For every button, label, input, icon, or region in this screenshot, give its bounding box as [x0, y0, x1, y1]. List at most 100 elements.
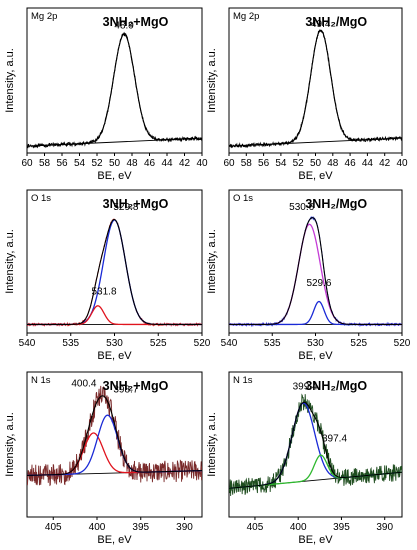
series-component [27, 305, 202, 326]
series-measured [27, 31, 202, 149]
y-axis-label: Intensity, a.u. [4, 229, 16, 294]
series-measured [229, 29, 402, 149]
peak-label: 399.4 [293, 381, 318, 392]
x-tick-label: 50 [310, 158, 322, 169]
series-fit [27, 218, 202, 325]
x-tick-label: 390 [376, 522, 393, 533]
panel-tag: O 1s [233, 193, 253, 204]
x-tick-label: 42 [379, 158, 391, 169]
plot-area [27, 31, 202, 149]
panel-title: 3NH₂+MgO [103, 197, 169, 211]
x-tick-label: 395 [132, 522, 149, 533]
x-tick-label: 530 [106, 338, 123, 349]
x-tick-label: 44 [161, 158, 173, 169]
x-tick-label: 40 [396, 158, 408, 169]
x-tick-label: 52 [293, 158, 305, 169]
x-tick-label: 405 [45, 522, 62, 533]
x-tick-label: 50 [109, 158, 121, 169]
x-tick-label: 535 [62, 338, 79, 349]
panel-title: 3NH₂/MgO [305, 197, 367, 211]
x-tick-label: 44 [362, 158, 374, 169]
plot-area [229, 29, 402, 149]
series-component [229, 300, 402, 326]
x-tick-label: 52 [91, 158, 103, 169]
x-tick-label: 60 [21, 158, 33, 169]
x-tick-label: 46 [345, 158, 357, 169]
x-tick-label: 400 [89, 522, 106, 533]
series-component [229, 223, 402, 326]
x-tick-label: 46 [144, 158, 156, 169]
panel-title: 3NH₂/MgO [305, 15, 367, 29]
x-axis-label: BE, eV [97, 350, 132, 362]
plot-area [27, 218, 202, 327]
panel-title: 3NH₂/MgO [305, 379, 367, 393]
panel-1: 60 58 56 54 52 50 48 46 44 42 40 BE, eV Intensity, a… [4, 7, 208, 182]
panel-tag: N 1s [31, 375, 51, 386]
x-tick-label: 54 [74, 158, 86, 169]
series-fit [229, 401, 402, 489]
x-tick-label: 395 [333, 522, 350, 533]
y-axis-label: Intensity, a.u. [206, 229, 218, 294]
x-tick-label: 48 [327, 158, 339, 169]
x-tick-label: 405 [247, 522, 264, 533]
plot-frame [26, 371, 203, 518]
panel-4: 540 535 530 525 520 BE, eV Intensity, a.u. O 1s… [206, 189, 411, 362]
x-tick-label: 48 [126, 158, 138, 169]
x-tick-label: 525 [150, 338, 167, 349]
x-tick-label: 40 [196, 158, 208, 169]
panel-2: 60 58 56 54 52 50 48 46 44 42 40 BE, eV Intensity, a… [206, 7, 408, 182]
panel-title: 3NH₂+MgO [103, 379, 169, 393]
x-axis-label: BE, eV [97, 534, 132, 546]
x-tick-label: 520 [194, 338, 211, 349]
panel-title: 3NH₂+MgO [103, 15, 169, 29]
x-axis-label: BE, eV [298, 534, 333, 546]
x-tick-label: 60 [223, 158, 235, 169]
series-measured [27, 218, 202, 327]
y-axis-label: Intensity, a.u. [4, 412, 16, 477]
peak-label: 529.8 [113, 202, 138, 213]
plot-area [27, 385, 202, 487]
series-fit [27, 33, 202, 147]
x-tick-label: 390 [176, 522, 193, 533]
x-tick-label: 58 [39, 158, 51, 169]
panel-6: 405 400 395 390 BE, eV Intensity, a.u. N 1s 3NH… [206, 371, 403, 546]
x-tick-label: 56 [258, 158, 270, 169]
peak-label: 397.4 [322, 434, 347, 445]
x-tick-label: 42 [179, 158, 191, 169]
x-axis-label: BE, eV [97, 170, 132, 182]
panel-tag: O 1s [31, 193, 51, 204]
series-component [27, 219, 202, 326]
panel-3: 540 535 530 525 520 BE, eV Intensity, a.u. O 1s… [4, 189, 211, 362]
series-fit [27, 395, 202, 476]
y-axis-label: Intensity, a.u. [4, 48, 16, 113]
peak-label: 400.4 [71, 379, 96, 390]
plot-area [229, 215, 402, 328]
plot-frame [228, 189, 403, 334]
peak-label: 529.6 [306, 278, 331, 289]
x-axis-label: BE, eV [298, 170, 333, 182]
x-tick-label: 58 [241, 158, 253, 169]
peak-label: 49.4 [311, 19, 331, 30]
x-tick-label: 540 [19, 338, 36, 349]
x-tick-label: 56 [56, 158, 68, 169]
series-fit [229, 217, 402, 325]
panel-tag: Mg 2p [233, 11, 259, 22]
panel-tag: N 1s [233, 375, 253, 386]
x-tick-label: 530 [307, 338, 324, 349]
x-axis-label: BE, eV [298, 350, 333, 362]
series-measured [27, 385, 202, 487]
plot-area [229, 393, 402, 496]
x-tick-label: 54 [275, 158, 287, 169]
peak-label: 398.7 [113, 384, 138, 395]
y-axis-label: Intensity, a.u. [206, 412, 218, 477]
y-axis-label: Intensity, a.u. [206, 48, 218, 113]
panel-tag: Mg 2p [31, 11, 57, 22]
x-tick-label: 525 [350, 338, 367, 349]
series-measured [229, 215, 402, 328]
x-tick-label: 400 [290, 522, 307, 533]
series-fit [229, 29, 402, 147]
x-tick-label: 535 [264, 338, 281, 349]
peak-label: 530.6 [289, 202, 314, 213]
peak-label: 48.9 [114, 20, 134, 31]
